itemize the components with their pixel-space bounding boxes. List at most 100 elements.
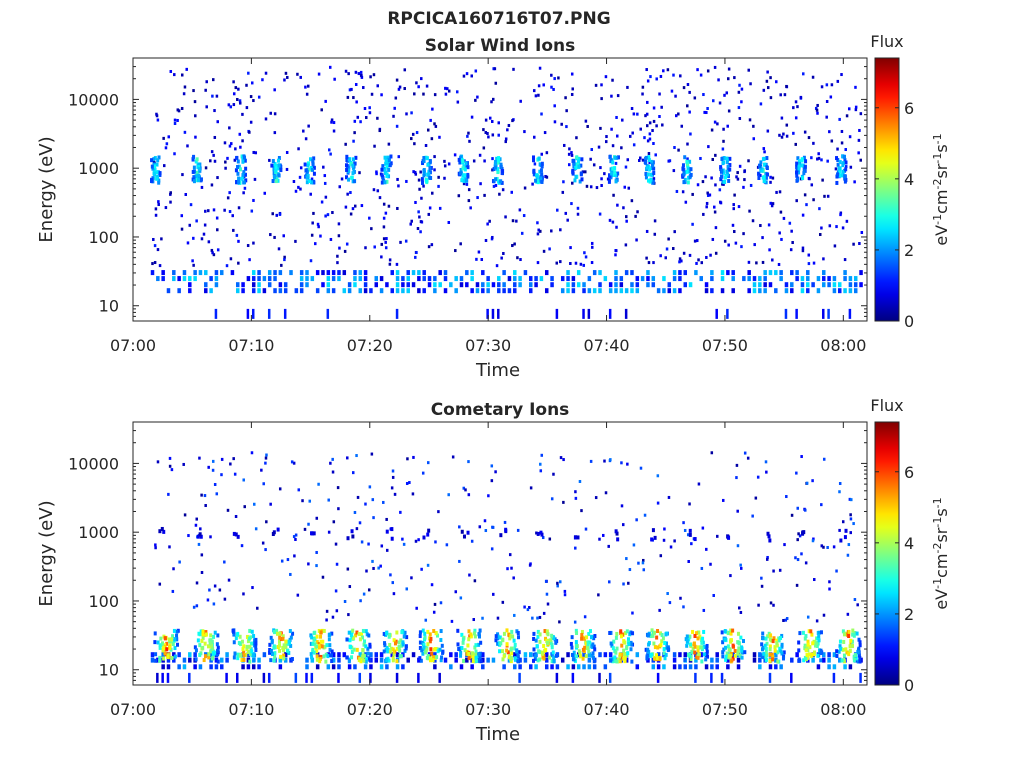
noise-cell (550, 229, 553, 233)
burst-cell (354, 633, 358, 638)
noise-cell (307, 522, 310, 526)
burst-cell (203, 641, 207, 646)
burst-cell (540, 161, 544, 166)
noise-cell (643, 136, 646, 140)
noise-cell (224, 160, 227, 164)
burst-cell (422, 156, 426, 161)
burst-cell (352, 635, 356, 640)
noise-cell (805, 203, 808, 207)
burst-cell (309, 157, 313, 162)
noise-cell (233, 472, 237, 476)
burst-cell (209, 633, 213, 638)
band-cell (774, 270, 778, 276)
burst-cell (722, 160, 726, 165)
noise-cell (807, 253, 811, 257)
noise-cell (746, 456, 750, 460)
burst-cell (380, 173, 384, 178)
noise-cell (320, 108, 323, 112)
burst-cell (366, 646, 370, 651)
noise-cell (783, 93, 787, 97)
noise-cell (388, 262, 392, 266)
band-cell (481, 288, 485, 294)
noise-cell (491, 133, 495, 137)
burst-cell (427, 528, 431, 533)
band-cell (518, 664, 522, 670)
burst-cell (277, 158, 281, 163)
noise-cell (497, 133, 500, 137)
burst-cell (427, 171, 431, 176)
noise-cell (265, 520, 268, 524)
burst-cell (615, 631, 619, 636)
noise-cell (541, 536, 545, 540)
burst-cell (390, 536, 394, 541)
burst-cell (810, 652, 814, 657)
noise-cell (273, 235, 276, 239)
burst-cell (631, 631, 635, 636)
noise-cell (523, 605, 526, 609)
burst-cell (803, 643, 807, 648)
burst-cell (345, 637, 349, 642)
noise-cell (209, 159, 212, 163)
noise-cell (840, 73, 843, 77)
noise-cell (285, 167, 289, 171)
noise-cell (816, 103, 819, 107)
burst-cell (699, 645, 703, 650)
burst-cell (152, 171, 156, 176)
burst-cell (653, 656, 657, 661)
burst-cell (843, 158, 847, 163)
burst-cell (494, 634, 498, 639)
noise-cell (492, 592, 495, 596)
band-cell (257, 276, 261, 282)
noise-cell (420, 567, 423, 571)
burst-cell (418, 630, 422, 635)
burst-cell (173, 637, 177, 642)
noise-cell (857, 138, 861, 142)
noise-cell (415, 131, 419, 135)
noise-cell (173, 73, 176, 77)
noise-cell (321, 575, 325, 579)
noise-cell (841, 226, 845, 230)
colorbar-tick-label: 4 (904, 170, 914, 189)
noise-cell (779, 210, 783, 214)
noise-cell (822, 457, 826, 461)
burst-cell (166, 654, 170, 659)
burst-cell (702, 652, 706, 657)
band-cell (374, 652, 379, 658)
band-cell (758, 657, 762, 663)
burst-cell (284, 639, 288, 644)
burst-cell (652, 630, 656, 635)
burst-cell (610, 643, 614, 648)
burst-cell (384, 647, 388, 652)
noise-cell (544, 579, 548, 583)
noise-cell (639, 127, 642, 131)
noise-cell (511, 219, 515, 223)
noise-cell (682, 86, 686, 90)
noise-cell (299, 75, 302, 79)
band-cell (720, 276, 725, 282)
noise-cell (329, 237, 333, 241)
burst-cell (533, 656, 537, 661)
noise-cell (805, 481, 809, 485)
noise-cell (659, 74, 663, 78)
band-cell (624, 270, 629, 276)
burst-cell (467, 652, 471, 657)
burst-cell (579, 172, 583, 177)
noise-cell (821, 178, 824, 182)
band-cell (699, 652, 703, 658)
burst-cell (474, 652, 478, 657)
burst-cell (287, 650, 291, 655)
band-cell (587, 657, 592, 663)
band-cell (294, 672, 298, 683)
noise-cell (397, 155, 401, 159)
noise-cell (796, 538, 799, 542)
burst-cell (492, 179, 496, 184)
band-cell (246, 276, 251, 282)
burst-cell (624, 631, 628, 636)
noise-cell (320, 200, 324, 204)
noise-cell (357, 72, 361, 76)
noise-cell (702, 608, 706, 612)
burst-cell (532, 631, 536, 636)
noise-cell (207, 465, 210, 469)
noise-cell (590, 241, 594, 245)
noise-cell (620, 504, 624, 508)
